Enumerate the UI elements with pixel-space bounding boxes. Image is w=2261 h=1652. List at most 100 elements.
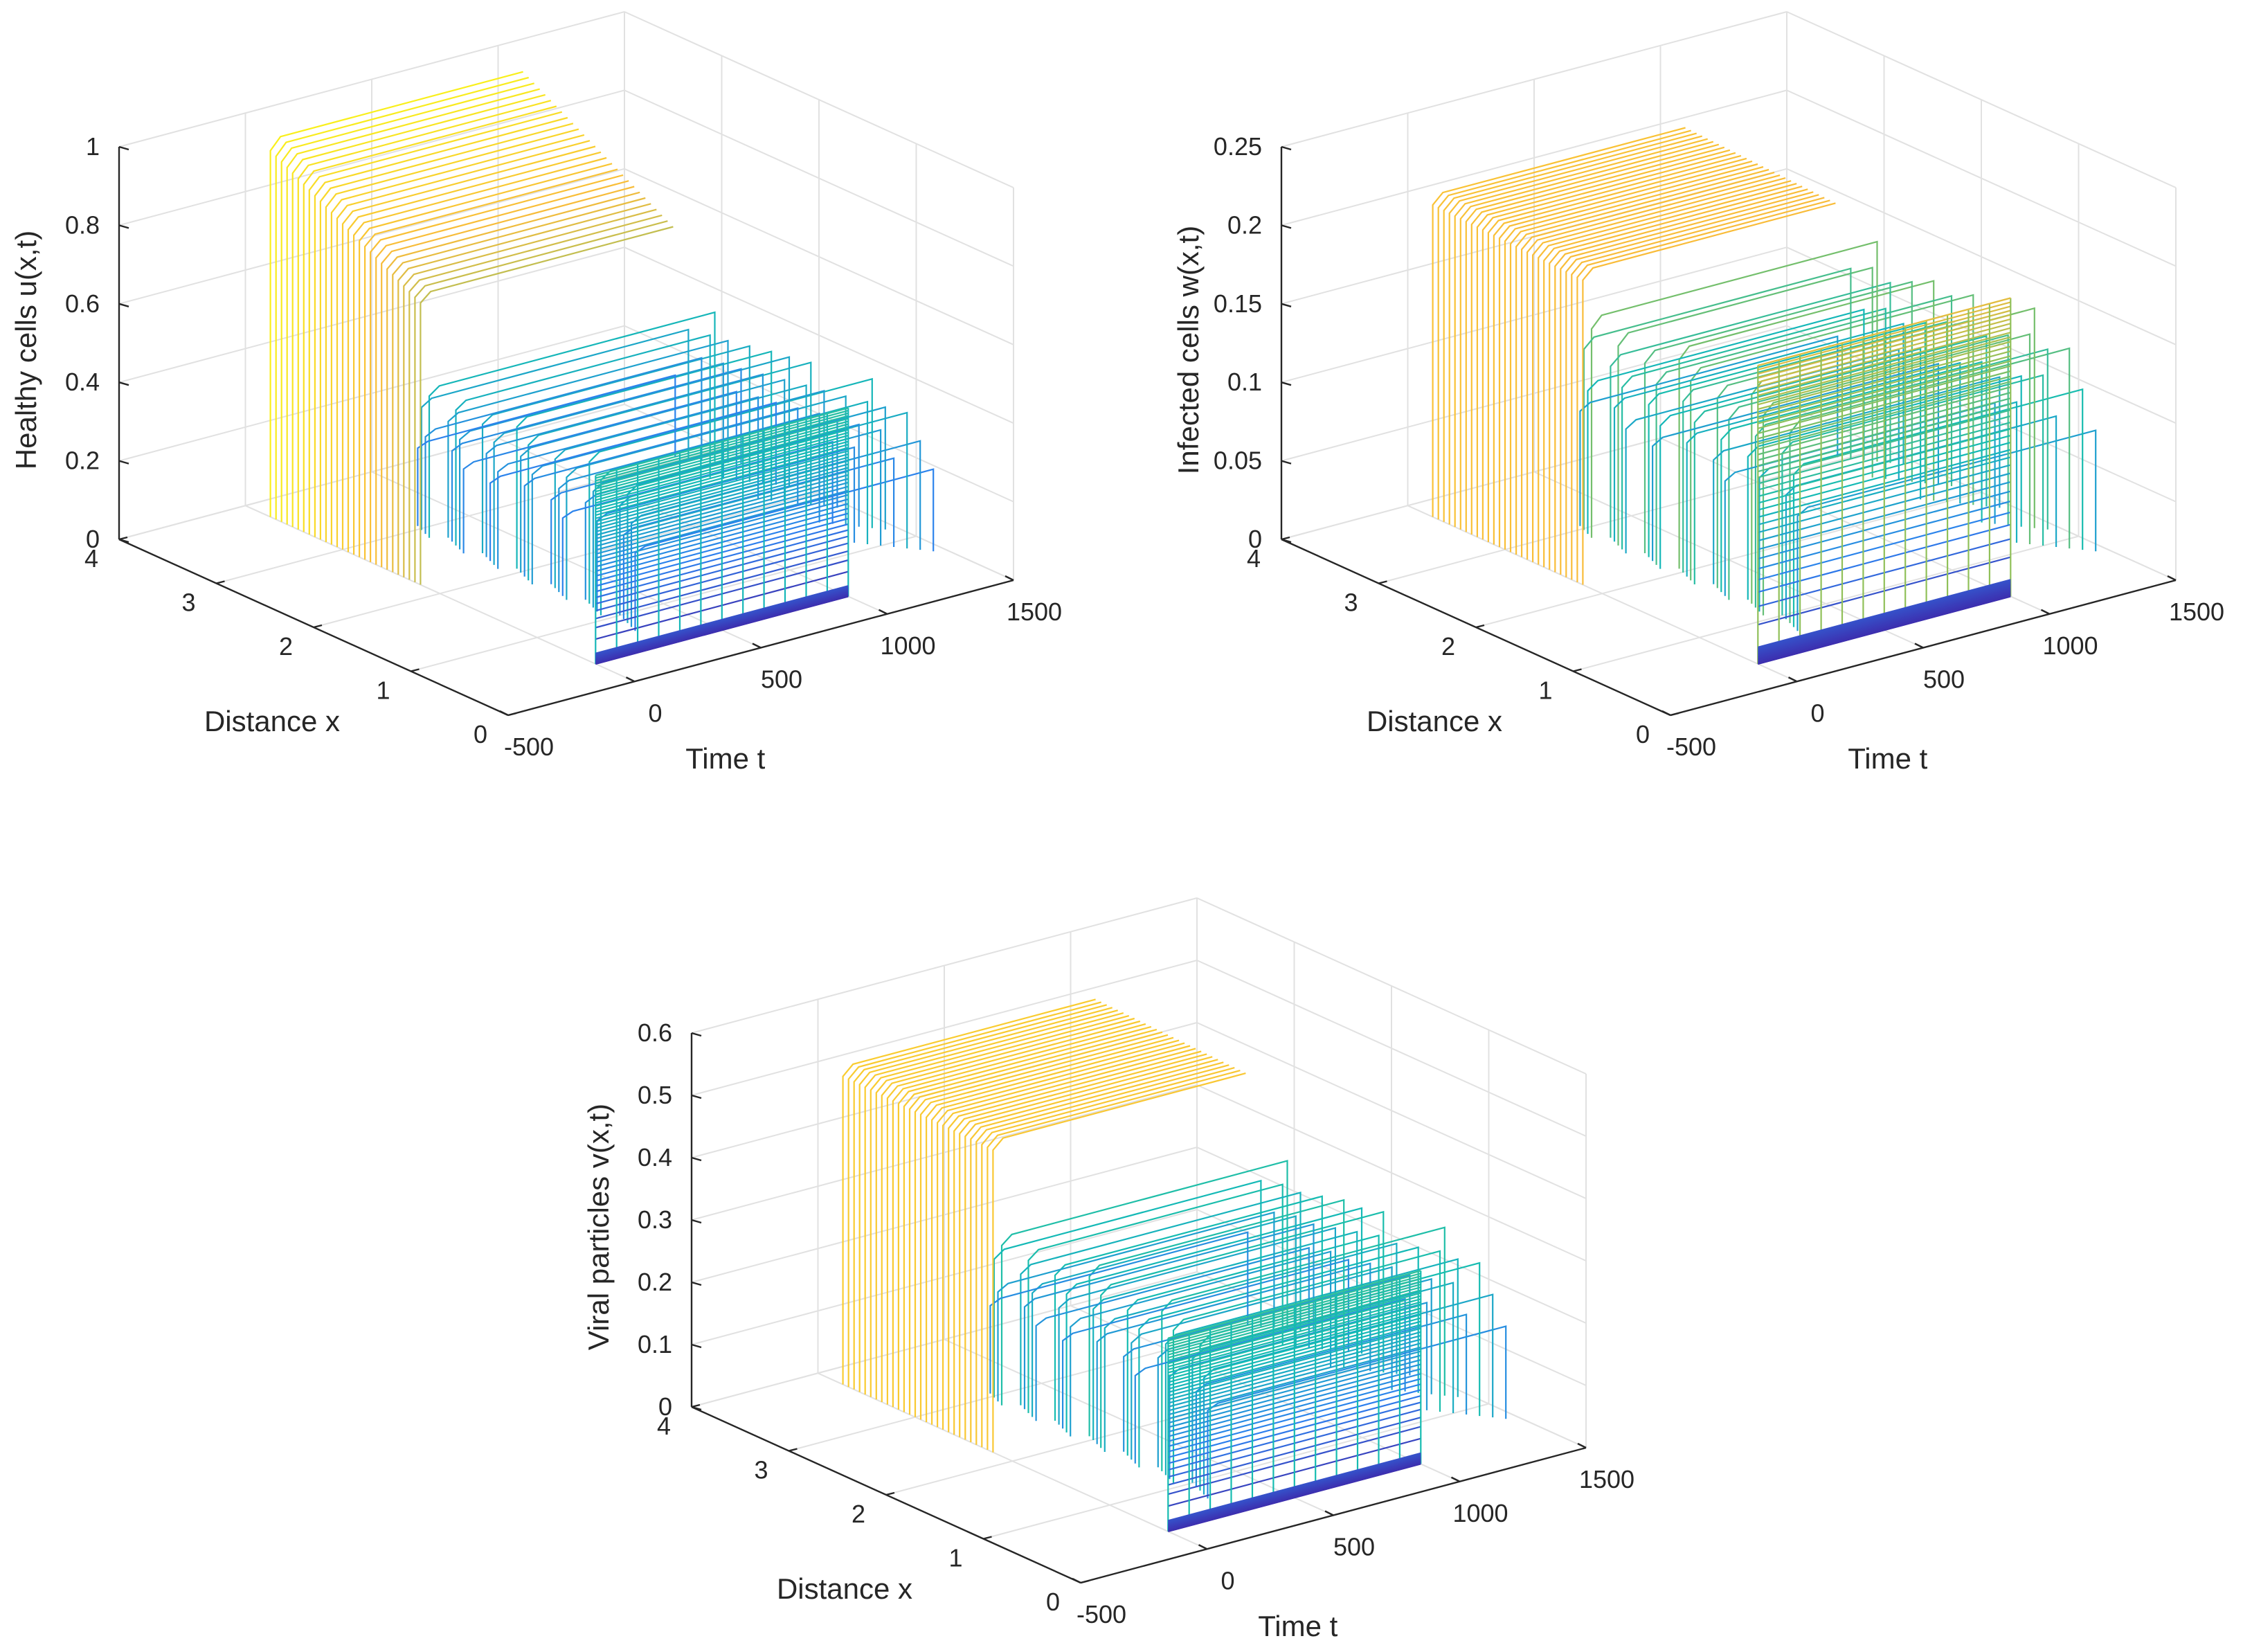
mesh-ridge [942,1048,1196,1430]
mesh-base [1168,1460,1421,1529]
t-tick-label: 1500 [1007,598,1062,626]
wall-gridline-z [691,897,1198,1034]
mesh-base [595,595,849,665]
mesh-base [1758,584,2011,654]
wall-gridline-z [118,89,625,226]
t-tick-mark [752,643,762,649]
mesh-ridge [1532,177,1786,562]
mesh-ridge-edge [1168,1270,1421,1339]
z-tick-label: 0.6 [638,1018,672,1047]
mesh-ridge [1713,376,2001,584]
mesh-ridge [875,1015,1130,1400]
viral-particles-plot: 0 0.1 0.2 0.3 0.4 0.5 0.6 0 1 2 3 4 -500 0 500 1000 1500… [582,897,1634,1642]
x-tick-mark [507,712,517,717]
t-tick-label: 0 [1810,699,1824,727]
t-tick-label: -500 [1077,1600,1126,1628]
mesh-base [1168,1455,1421,1524]
x-axis-label: Distance x [204,705,340,737]
mesh-base [595,585,849,654]
mesh-ridge [1652,362,1939,562]
mesh-ridge [286,88,540,525]
t-tick-mark [878,609,888,615]
wall-gridline-z [1281,89,1787,226]
mesh-ridge [1130,1266,1393,1460]
t-tick-label: 500 [1923,665,1965,694]
z-tick-mark [1281,145,1292,151]
t-tick-label: 0 [1220,1566,1234,1595]
mesh-ridge [1100,1210,1385,1448]
x-tick-mark [216,580,225,584]
mesh-ridge [870,1012,1124,1397]
mesh-ridge [291,93,546,528]
x-tick-mark [1475,624,1485,629]
wall-gridline-z [118,246,625,384]
mesh-ridge [269,71,523,517]
mesh-ridge [1617,267,1873,546]
x-tick-label: 4 [657,1412,671,1440]
mesh-ridge [1023,1223,1315,1410]
mesh-ridge [1470,146,1725,535]
mesh-ridge [1509,165,1764,553]
mesh-base [1168,1461,1421,1531]
mesh-ridge [1621,307,1886,550]
z-axis-label: Viral particles v(x,t) [582,1104,615,1350]
mesh-ridge [1454,138,1708,528]
z-tick-mark [118,381,129,386]
mesh-ridge [363,168,618,560]
mesh-ridge [1070,1250,1332,1437]
mesh-ridge [1035,1246,1310,1421]
mesh-ridge [886,1020,1141,1405]
mesh-ridge [914,1034,1169,1417]
x-tick-mark [983,1536,992,1540]
t-tick-mark [1324,1510,1334,1516]
x-tick-label: 3 [181,589,195,617]
mesh-ridge [1432,127,1686,517]
x-tick-label: 1 [376,676,390,705]
mesh-ridge [1104,1242,1398,1452]
mesh-ridge [347,151,602,553]
x-tick-mark [885,1491,895,1496]
t-tick-label: 500 [1333,1533,1375,1561]
mesh-ridge [341,145,596,550]
mesh-ridge [1590,240,1878,538]
floor-gridline-t [498,437,888,615]
wall-gridline-z [691,1147,1198,1283]
z-tick-mark [691,1094,702,1099]
z-tick-mark [691,1219,702,1224]
mesh-ridge [1576,199,1830,582]
mesh-ridge [447,339,729,538]
mesh-base [1758,590,2011,660]
mesh-ridge [414,220,668,582]
mesh-ridge [325,128,579,542]
mesh-ridge [481,345,750,553]
t-tick-mark [1072,1577,1081,1584]
mesh-ridge [1481,152,1736,540]
mesh-ridge [303,105,557,532]
x-tick-label: 4 [1247,544,1261,573]
mesh-ridge [1781,374,2044,616]
mesh-ridge [881,1017,1135,1402]
t-tick-label: 1000 [1452,1499,1508,1527]
mesh-base [1758,585,2011,655]
mesh-base [595,595,849,664]
z-tick-mark [691,1032,702,1037]
mesh-ridge [1054,1195,1323,1421]
mesh-ridge [1560,191,1814,575]
mesh-ridge [1031,1215,1297,1417]
x-tick-label: 0 [1046,1588,1060,1616]
mesh-ridge [319,123,574,540]
mesh-base [1168,1456,1421,1526]
z-tick-mark [118,460,129,465]
z-tick-label: 0 [1248,525,1262,553]
mesh-ridge [842,998,1096,1385]
z-tick-mark [118,145,129,151]
mesh-ridge [864,1009,1118,1395]
wall-gridline-z [118,11,625,147]
mesh-ridge [987,1070,1241,1450]
z-tick-mark [1281,224,1292,229]
mesh-ridge [1796,429,2097,631]
mesh-base [595,586,849,655]
mesh-ridge [1202,1293,1494,1495]
mesh-ridge [1027,1183,1283,1413]
mesh-ridge [592,406,886,608]
